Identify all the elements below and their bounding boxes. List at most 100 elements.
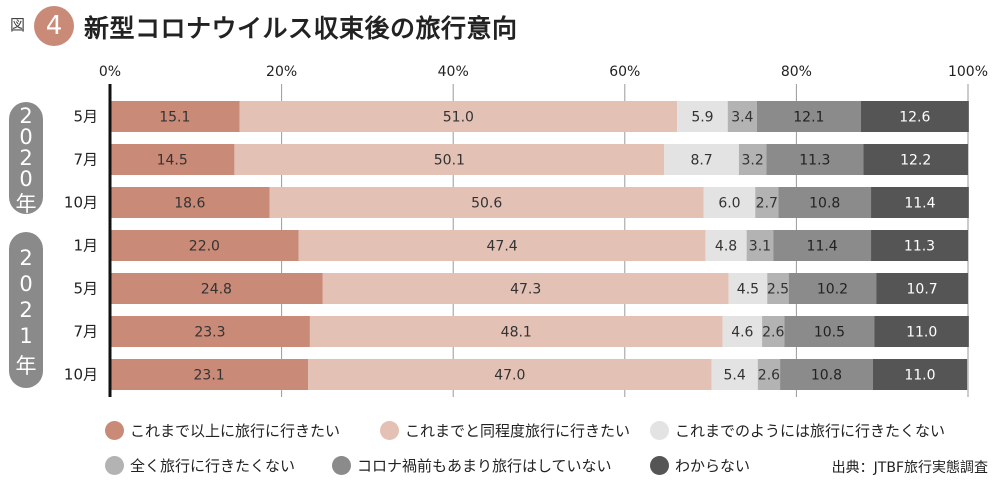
year-char: 年 <box>15 354 37 378</box>
data-label: 12.1 <box>793 110 824 126</box>
source-note: 出典：JTBF旅行実態調査 <box>831 460 988 476</box>
data-label: 11.3 <box>799 153 830 169</box>
bar-segment <box>860 101 969 132</box>
bar-segment <box>703 187 756 218</box>
row-label: 5月 <box>73 108 98 126</box>
bar-segment <box>766 144 864 175</box>
bar-segment <box>756 101 861 132</box>
bar-segment <box>757 359 781 390</box>
bar-segment <box>755 187 779 218</box>
bar-segment <box>269 187 704 218</box>
data-label: 48.1 <box>501 325 532 341</box>
row-label: 10月 <box>64 366 98 384</box>
bar-segment <box>863 144 968 175</box>
legend-swatch <box>332 456 351 475</box>
bar-segment <box>778 187 872 218</box>
bar-segment <box>110 359 309 390</box>
year-char: 年 <box>15 192 37 216</box>
data-label: 3.1 <box>749 239 771 255</box>
data-label: 4.6 <box>731 325 753 341</box>
bar-segment <box>308 359 712 390</box>
data-label: 12.6 <box>899 110 930 126</box>
data-label: 23.1 <box>194 368 225 384</box>
data-label: 47.3 <box>510 282 541 298</box>
row-label: 10月 <box>64 194 98 212</box>
year-char: 2 <box>19 104 33 128</box>
x-tick-label: 100% <box>948 64 988 80</box>
bar-segment <box>110 144 235 175</box>
data-label: 4.5 <box>737 282 759 298</box>
data-label: 2.6 <box>762 325 784 341</box>
bar-segment <box>874 316 969 347</box>
legend-swatch <box>650 421 669 440</box>
data-label: 2.6 <box>758 368 780 384</box>
data-label: 14.5 <box>157 153 188 169</box>
data-label: 47.4 <box>487 239 518 255</box>
data-label: 50.6 <box>471 196 502 212</box>
data-label: 22.0 <box>189 239 220 255</box>
year-char: 2 <box>19 246 33 270</box>
bar-segment <box>773 230 872 261</box>
data-label: 12.2 <box>900 153 931 169</box>
data-label: 23.3 <box>194 325 225 341</box>
bar-segment <box>872 359 968 390</box>
bar-segment <box>110 273 323 304</box>
data-label: 6.0 <box>718 196 740 212</box>
legend-label: 全く旅行に行きたくない <box>130 457 296 475</box>
bar-segment <box>705 230 747 261</box>
legend-item: これまで以上に旅行に行きたい <box>105 420 340 441</box>
year-char: 2 <box>19 146 33 170</box>
legend-swatch <box>105 456 124 475</box>
data-label: 2.5 <box>767 282 789 298</box>
bar-segment <box>677 101 728 132</box>
bar-segment <box>746 230 774 261</box>
row-label: 5月 <box>73 280 98 298</box>
bar-segment <box>110 230 299 261</box>
legend-label: これまでと同程度旅行に行きたい <box>405 422 631 440</box>
legend-item: これまでのようには旅行に行きたくない <box>650 420 945 441</box>
data-label: 4.8 <box>715 239 737 255</box>
data-label: 8.7 <box>690 153 712 169</box>
chart-title: 新型コロナウイルス収束後の旅行意向 <box>84 14 518 43</box>
data-label: 3.2 <box>742 153 764 169</box>
legend-swatch <box>650 456 669 475</box>
data-label: 10.5 <box>814 325 845 341</box>
legend-item: これまでと同程度旅行に行きたい <box>380 420 630 441</box>
bar-segment <box>322 273 729 304</box>
data-label: 50.1 <box>434 153 465 169</box>
data-label: 10.2 <box>817 282 848 298</box>
year-char: 0 <box>19 167 33 191</box>
legend: これまで以上に旅行に行きたい これまでと同程度旅行に行きたい これまでのようには… <box>105 420 985 480</box>
data-label: 11.0 <box>904 368 935 384</box>
data-label: 2.7 <box>756 196 778 212</box>
data-label: 10.8 <box>811 368 842 384</box>
year-char: 2 <box>19 298 33 322</box>
year-group-2021: 2 0 2 1 年 <box>9 232 43 388</box>
bar-segment <box>871 187 969 218</box>
figure-label: 図 <box>10 16 26 34</box>
legend-label: わからない <box>675 457 751 475</box>
legend-item: 全く旅行に行きたくない <box>105 455 295 476</box>
data-label: 15.1 <box>159 110 190 126</box>
data-label: 3.4 <box>731 110 753 126</box>
figure-number-badge: 4 <box>34 6 74 46</box>
x-tick-label: 0% <box>99 64 121 80</box>
bar-segment <box>728 273 768 304</box>
bar-segment <box>110 187 270 218</box>
data-label: 11.0 <box>906 325 937 341</box>
x-tick-label: 20% <box>266 64 297 80</box>
bar-segment <box>876 273 968 304</box>
data-label: 11.4 <box>904 196 935 212</box>
bar-segment <box>780 359 873 390</box>
year-char: 1 <box>19 324 33 348</box>
data-label: 47.0 <box>494 368 525 384</box>
bar-segment <box>762 316 785 347</box>
bar-segment <box>110 101 240 132</box>
legend-label: コロナ禍前もあまり旅行はしていない <box>357 457 612 475</box>
legend-swatch <box>380 421 399 440</box>
legend-swatch <box>105 421 124 440</box>
bar-segment <box>234 144 665 175</box>
legend-item: コロナ禍前もあまり旅行はしていない <box>332 455 612 476</box>
bar-segment <box>767 273 789 304</box>
bar-segment <box>110 316 310 347</box>
